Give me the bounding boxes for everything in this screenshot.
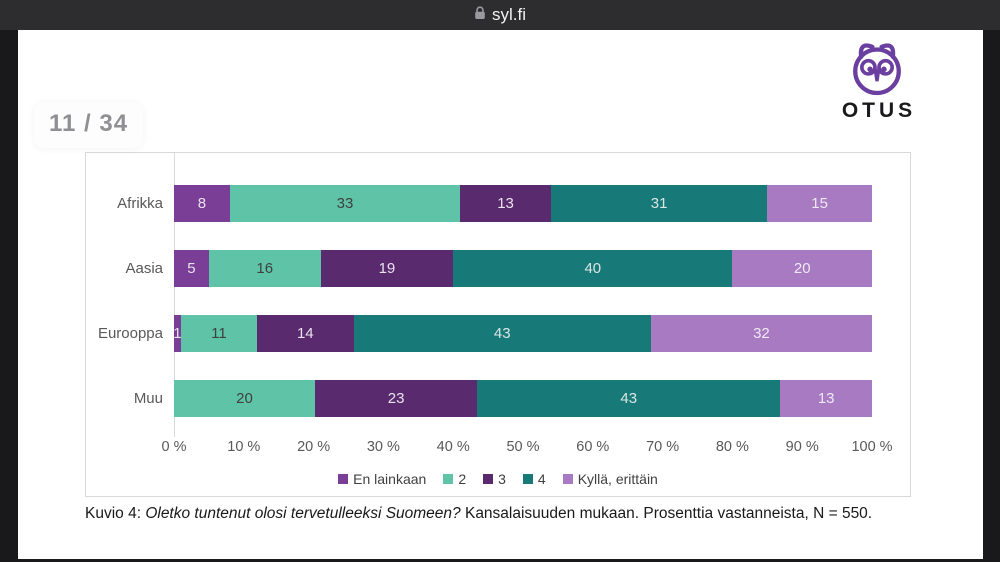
legend-swatch — [562, 474, 573, 484]
legend-label: 2 — [458, 471, 467, 487]
segment-value-label: 31 — [650, 195, 668, 212]
x-axis: 0 % 10 % 20 % 30 % 40 % 50 % 60 % 70 % 80 % 90 % 1… — [162, 439, 893, 459]
caption-rest: Kansalaisuuden mukaan. Prosenttia vastan… — [460, 505, 873, 522]
bar-rows: Afrikka 8 33 13 31 15 Aasia 5 16 19 40 20 Eurooppa 1 1… — [98, 171, 873, 431]
document-page: 11 / 34 OTUS Afrikka 8 33 13 31 15 Aasia 5 16 19 4… — [18, 30, 983, 559]
segment-value-label: 13 — [497, 195, 514, 212]
legend-swatch — [522, 474, 533, 484]
segment-value-label: 16 — [256, 260, 274, 277]
chart-legend: En lainkaan 2 3 4 Kyllä, erittäin — [86, 471, 910, 487]
bar-segment: 33 — [229, 185, 461, 222]
x-axis-tick-label: 90 % — [785, 439, 819, 455]
bar-segment: 19 — [320, 250, 454, 287]
legend-swatch — [483, 474, 494, 484]
segment-value-label: 14 — [296, 325, 314, 342]
x-axis-tick-label: 80 % — [715, 439, 749, 455]
segment-value-label: 1 — [174, 325, 181, 342]
segment-value-label: 15 — [811, 195, 828, 212]
figure-caption: Kuvio 4: Oletko tuntenut olosi tervetull… — [85, 505, 915, 523]
stacked-bar: 5 16 19 40 20 — [174, 250, 873, 287]
segment-value-label: 11 — [211, 325, 227, 342]
url-text: syl.fi — [492, 5, 526, 24]
bar-segment: 40 — [453, 250, 733, 287]
category-label: Eurooppa — [97, 325, 163, 342]
stacked-bar: 8 33 13 31 15 — [174, 185, 872, 222]
lock-icon — [474, 6, 486, 25]
bar-segment: 31 — [550, 185, 768, 222]
x-axis-tick-label: 0 % — [161, 439, 187, 455]
segment-value-label: 13 — [817, 390, 835, 407]
bar-segment: 32 — [650, 315, 872, 352]
y-axis-line — [174, 153, 175, 437]
caption-question: Oletko tuntenut olosi tervetulleeksi Suo… — [145, 505, 461, 522]
segment-value-label: 5 — [187, 260, 196, 277]
chart-row: Muu 20 23 43 13 — [134, 366, 872, 431]
segment-value-label: 20 — [793, 260, 811, 277]
bar-segment: 11 — [180, 315, 257, 352]
category-label: Muu — [133, 390, 163, 407]
bar-segment: 14 — [256, 315, 354, 352]
x-axis-tick-label: 10 % — [227, 439, 261, 455]
legend-label: En lainkaan — [353, 471, 427, 487]
segment-value-label: 32 — [753, 325, 770, 342]
legend-label: 4 — [537, 471, 546, 487]
x-axis-tick-label: 30 % — [366, 439, 400, 455]
caption-prefix: Kuvio 4: — [85, 505, 146, 522]
chart-row: Afrikka 8 33 13 31 15 — [117, 171, 872, 236]
legend-item: 3 — [483, 471, 506, 487]
segment-value-label: 43 — [493, 325, 511, 342]
legend-item: 2 — [443, 471, 466, 487]
chart-row: Aasia 5 16 19 40 20 — [125, 236, 873, 301]
bar-segment: 5 — [174, 250, 209, 287]
x-axis-tick-label: 20 % — [297, 439, 331, 455]
bar-segment: 13 — [780, 380, 872, 417]
category-label: Aasia — [125, 260, 163, 277]
x-axis-tick-label: 100 % — [851, 439, 893, 455]
bar-segment: 13 — [460, 185, 551, 222]
stacked-bar: 1 11 14 43 32 — [174, 315, 872, 352]
otus-logo: OTUS — [838, 35, 916, 123]
page-number-indicator: 11 / 34 — [34, 102, 144, 148]
stacked-bar: 20 23 43 13 — [174, 380, 872, 417]
legend-label: Kyllä, erittäin — [577, 471, 658, 487]
bar-segment: 20 — [732, 250, 873, 287]
bar-segment: 43 — [353, 315, 651, 352]
chart-area: Afrikka 8 33 13 31 15 Aasia 5 16 19 40 20 Eurooppa 1 1… — [85, 152, 911, 497]
legend-item: En lainkaan — [338, 471, 426, 487]
bar-segment: 43 — [477, 380, 781, 417]
otus-wordmark: OTUS — [841, 99, 917, 122]
x-axis-tick-label: 40 % — [436, 439, 470, 455]
owl-icon — [853, 43, 901, 96]
segment-value-label: 23 — [387, 390, 405, 407]
legend-label: 3 — [498, 471, 506, 487]
legend-item: Kyllä, erittäin — [562, 471, 658, 487]
x-axis-tick-label: 60 % — [576, 439, 610, 455]
segment-value-label: 19 — [378, 260, 396, 277]
browser-address-bar[interactable]: syl.fi — [0, 0, 1000, 30]
bar-segment: 15 — [767, 185, 872, 222]
chart-row: Eurooppa 1 11 14 43 32 — [98, 301, 872, 366]
segment-value-label: 20 — [236, 390, 253, 407]
bar-segment: 8 — [174, 185, 230, 222]
segment-value-label: 40 — [584, 260, 602, 277]
segment-value-label: 43 — [620, 390, 638, 407]
legend-swatch — [338, 474, 349, 484]
bar-segment: 1 — [174, 315, 181, 352]
bar-segment: 23 — [315, 380, 478, 417]
x-axis-tick-label: 50 % — [506, 439, 540, 455]
x-axis-tick-label: 70 % — [646, 439, 680, 455]
bar-segment: 20 — [174, 380, 316, 417]
legend-swatch — [443, 474, 454, 484]
bar-segment: 16 — [208, 250, 321, 287]
category-label: Afrikka — [117, 195, 163, 212]
segment-value-label: 8 — [197, 195, 207, 212]
legend-item: 4 — [522, 471, 546, 487]
segment-value-label: 33 — [336, 195, 354, 212]
